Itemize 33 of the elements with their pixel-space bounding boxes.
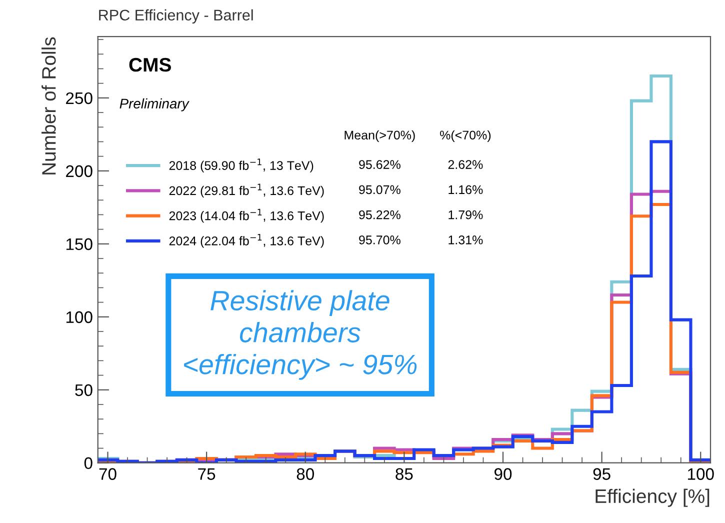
y-tick-label: 250: [66, 92, 92, 104]
y-axis-title: Number of Rolls: [42, 37, 56, 174]
annotation: Mean(>70%): [344, 130, 415, 142]
legend-label: 2023 (14.04 fb$^{−1}$, 13.6 TeV): [169, 208, 324, 223]
annotation: 1.31%: [448, 236, 483, 244]
annotation: %(<70%): [440, 130, 491, 142]
x-tick-label: 90: [494, 468, 512, 480]
legend-label: 2024 (22.04 fb$^{−1}$, 13.6 TeV): [169, 234, 324, 248]
annotation: 2.62%: [448, 160, 483, 169]
x-tick-label: 70: [99, 468, 116, 480]
annotation: Preliminary: [120, 98, 190, 112]
x-tick-label: 85: [396, 468, 413, 480]
legend-label: 2022 (29.81 fb$^{−1}$, 13.6 TeV): [169, 184, 324, 198]
y-tick-label: 100: [66, 311, 92, 324]
x-tick-label: 75: [198, 468, 216, 480]
annotation: 95.70%: [359, 236, 400, 244]
annotation: 95.22%: [359, 210, 400, 220]
y-tick-label: 50: [75, 384, 92, 396]
annotation: 1.16%: [448, 185, 483, 194]
y-tick-label: 150: [66, 238, 92, 250]
annotation: 95.62%: [359, 160, 400, 169]
x-axis-title: Efficiency [%]: [596, 488, 710, 507]
chart-title: RPC Efficiency - Barrel: [99, 9, 253, 24]
legend-label: 2018 (59.90 fb$^{−1}$, 13 TeV): [169, 158, 314, 172]
x-tick-label: 100: [688, 468, 714, 480]
x-tick-label: 95: [593, 468, 610, 480]
y-tick-label: 200: [66, 165, 92, 178]
y-tick-label: 0: [84, 457, 92, 470]
annotation: 95.07%: [359, 185, 400, 194]
x-tick-label: 80: [296, 468, 314, 480]
annotation: CMS: [129, 58, 171, 72]
annotation: Resistive plate chambers <efficiency> ~ 95%: [184, 290, 417, 380]
annotation: 1.79%: [448, 210, 483, 220]
